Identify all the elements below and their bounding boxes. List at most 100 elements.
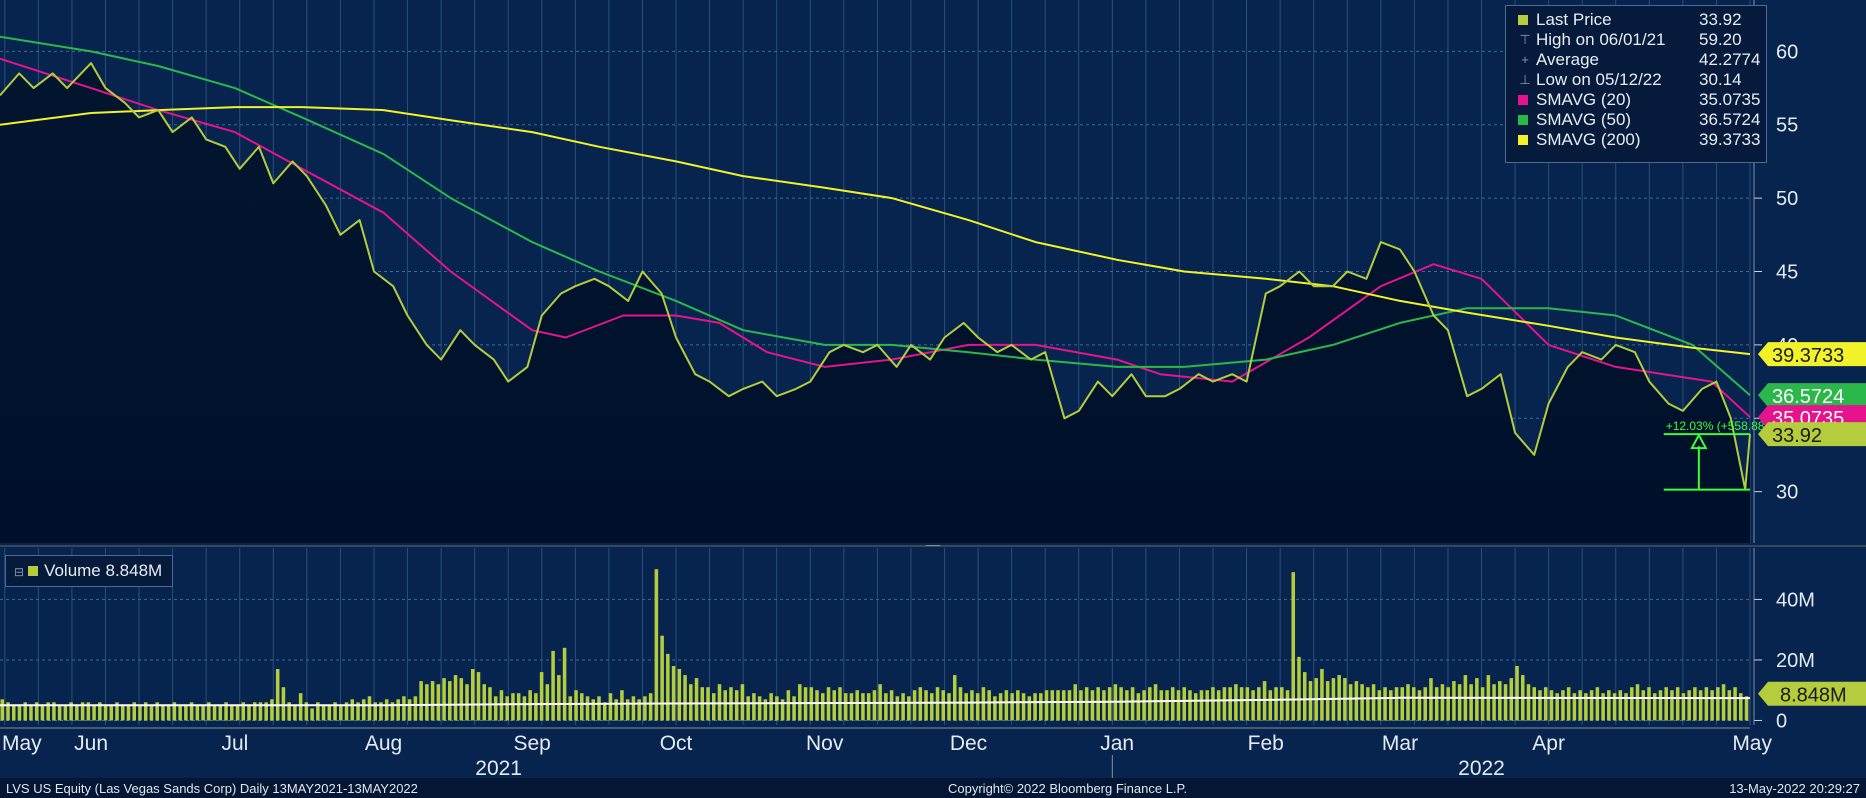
volume-bar [1039,693,1043,721]
volume-bar [63,705,68,721]
volume-bar [1102,690,1106,721]
volume-bar [103,705,108,721]
volume-bar [746,696,750,721]
volume-bar [993,696,997,721]
volume-bar [832,690,837,721]
volume-bar [1652,693,1657,721]
volume-bar [648,693,653,721]
volume-bar [1607,690,1611,721]
x-month-label-feb-9: Feb [1248,732,1284,755]
volume-bar [138,705,142,721]
footer-security: LVS US Equity (Las Vegas Sands Corp) Dai… [6,781,418,796]
x-month-label-jan-8: Jan [1100,732,1134,755]
volume-bar [1067,690,1072,721]
volume-bar [1153,684,1158,721]
volume-bar [1733,687,1737,721]
volume-bar [625,699,630,721]
volume-bar [1693,687,1697,721]
volume-bar [1308,681,1313,721]
series-last-price-line [0,62,1751,491]
panel-resize-handle[interactable] [925,545,941,546]
volume-bar [1509,678,1514,721]
legend-label: Low on 05/12/22 [1536,70,1662,89]
volume-bar [11,705,16,721]
legend-value: 59.20 [1699,30,1742,49]
average-marker-icon: + [1521,52,1529,67]
volume-bar [1589,690,1594,721]
volume-legend-name: Volume [44,561,101,580]
volume-bar [1354,681,1359,721]
volume-bar [1406,684,1410,721]
legend-item-smavg-50[interactable]: SMAVG (50) 36.5724 [1514,110,1760,130]
volume-bar [1079,690,1083,721]
legend-item-high-on-06-01-21[interactable]: ⊤ High on 06/01/21 59.20 [1514,30,1760,50]
volume-chart[interactable]: 0 20M 40M 8.848M May Jun Jul Aug Sep Oct Nov Dec Ja… [0,545,1866,778]
volume-bar [224,702,228,721]
legend-item-smavg-200[interactable]: SMAVG (200) 39.3733 [1514,130,1760,150]
volume-bar [252,702,257,721]
volume-bar [580,693,584,721]
footer-bar: LVS US Equity (Las Vegas Sands Corp) Dai… [0,778,1866,798]
volume-bar [287,702,291,721]
volume-bar [52,702,56,721]
volume-bar [1595,687,1600,721]
volume-bar [361,699,366,721]
volume-bar [884,693,888,721]
price-y-tick-label-60: 60 [1776,41,1798,63]
volume-bar [1400,687,1405,721]
collapse-icon[interactable]: ⊟ [14,565,25,579]
x-year-label-2021: 2021 [475,757,522,778]
volume-bar [1193,693,1198,721]
volume-bar [178,705,182,721]
legend-value: 39.3733 [1699,130,1761,149]
legend-label: High on 06/01/21 [1536,30,1666,49]
series-smavg-200-line [0,106,1751,356]
volume-bar [184,705,188,721]
x-month-label-aug-3: Aug [365,732,402,755]
volume-bar [1107,687,1112,721]
volume-bar [235,705,240,721]
volume-bar [258,702,263,721]
volume-bar [522,696,527,721]
volume-bar [499,690,504,721]
legend-item-low-on-05-12-22[interactable]: ⊥ Low on 05/12/22 30.14 [1514,70,1760,90]
footer-copyright: Copyright© 2022 Bloomberg Finance L.P. [948,781,1188,796]
volume-bar [172,702,177,721]
volume-bar [614,699,618,721]
volume-bar [1033,693,1037,721]
volume-bar [666,653,670,721]
volume-bar [1584,693,1588,721]
volume-bar [1411,687,1416,721]
legend-item-average[interactable]: + Average 42.2774 [1514,50,1760,70]
volume-bar [889,690,894,721]
volume-bar [654,569,659,721]
volume-legend[interactable]: ⊟ Volume 8.848M [5,555,174,587]
volume-bar [29,705,33,721]
low-marker-icon: ⊥ [1519,72,1531,87]
price-legend[interactable]: Last Price 33.92 ⊤ High on 06/01/21 59.20 + Av… [1505,5,1767,163]
volume-bar [660,635,664,721]
volume-bar [1148,687,1152,721]
volume-bar [1119,687,1123,721]
price-area-fill [0,63,1750,543]
volume-bar [677,669,682,721]
volume-bar [1664,687,1668,721]
volume-bar [562,647,567,721]
volume-y-tick-label-20M: 20M [1776,650,1815,672]
volume-bar [1004,690,1009,721]
x-month-label-dec-7: Dec [950,732,987,755]
volume-bar [1216,690,1221,721]
volume-bar [952,675,957,721]
volume-bar [1503,684,1508,721]
volume-bar [304,702,309,721]
volume-bar [1142,690,1146,721]
legend-item-last-price[interactable]: Last Price 33.92 [1514,10,1760,30]
legend-item-smavg-20[interactable]: SMAVG (20) 35.0735 [1514,90,1760,110]
volume-bar [987,690,991,721]
volume-bar [631,696,636,721]
volume-bar [1291,572,1296,721]
volume-bar [1251,690,1255,721]
volume-bar [1469,684,1473,721]
volume-bar [1601,693,1605,721]
volume-bar [1687,690,1691,721]
